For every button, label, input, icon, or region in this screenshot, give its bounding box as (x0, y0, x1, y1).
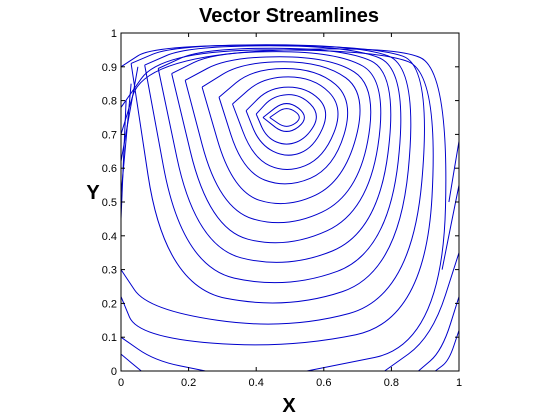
x-tick-label: 0.8 (384, 377, 399, 389)
y-axis-label: Y (86, 182, 100, 204)
streamline-23 (435, 330, 460, 372)
streamline-12 (130, 44, 412, 304)
x-axis-label: X (282, 395, 296, 417)
streamline-5 (232, 76, 339, 170)
streamline-13 (120, 44, 425, 325)
x-tick-label: 0.4 (249, 377, 264, 389)
streamline-4 (245, 86, 327, 156)
chart-title: Vector Streamlines (199, 5, 379, 27)
streamline-20 (120, 353, 142, 372)
streamline-14 (120, 49, 434, 346)
x-axis-ticks: 0 0.2 0.4 0.6 0.8 1 (118, 33, 462, 389)
y-tick-label: 0.6 (102, 163, 117, 175)
streamline-3 (255, 94, 317, 145)
y-axis-ticks: 0 0.1 0.2 0.3 0.4 0.5 0.6 0.7 0.8 0.9 1 (102, 28, 459, 378)
y-tick-label: 0.3 (102, 265, 117, 277)
streamline-21 (384, 252, 460, 372)
y-tick-label: 0.7 (102, 129, 117, 141)
streamline-10 (157, 47, 392, 263)
x-tick-label: 0 (118, 377, 124, 389)
x-tick-label: 0.2 (181, 377, 196, 389)
streamline-25 (448, 141, 460, 203)
y-tick-label: 0.1 (102, 332, 117, 344)
streamline-2 (262, 103, 305, 132)
streamline-1 (269, 108, 300, 127)
y-tick-label: 0.8 (102, 96, 117, 108)
y-tick-label: 0.4 (102, 231, 117, 243)
streamline-22 (418, 296, 460, 372)
streamline-7 (201, 61, 361, 205)
x-tick-label: 0.6 (316, 377, 331, 389)
streamline-8 (184, 56, 372, 224)
streamline-15 (120, 48, 447, 372)
streamlines-group (120, 44, 460, 372)
y-tick-label: 0 (111, 366, 117, 378)
streamline-24 (441, 185, 460, 270)
streamline-9 (171, 51, 382, 244)
y-tick-label: 0.2 (102, 298, 117, 310)
y-tick-label: 0.5 (102, 197, 117, 209)
streamline-19 (120, 336, 206, 372)
streamline-18 (120, 100, 127, 219)
y-tick-label: 1 (111, 28, 117, 40)
y-tick-label: 0.9 (102, 62, 117, 74)
streamline-6 (218, 67, 349, 185)
x-tick-label: 1 (456, 377, 462, 389)
